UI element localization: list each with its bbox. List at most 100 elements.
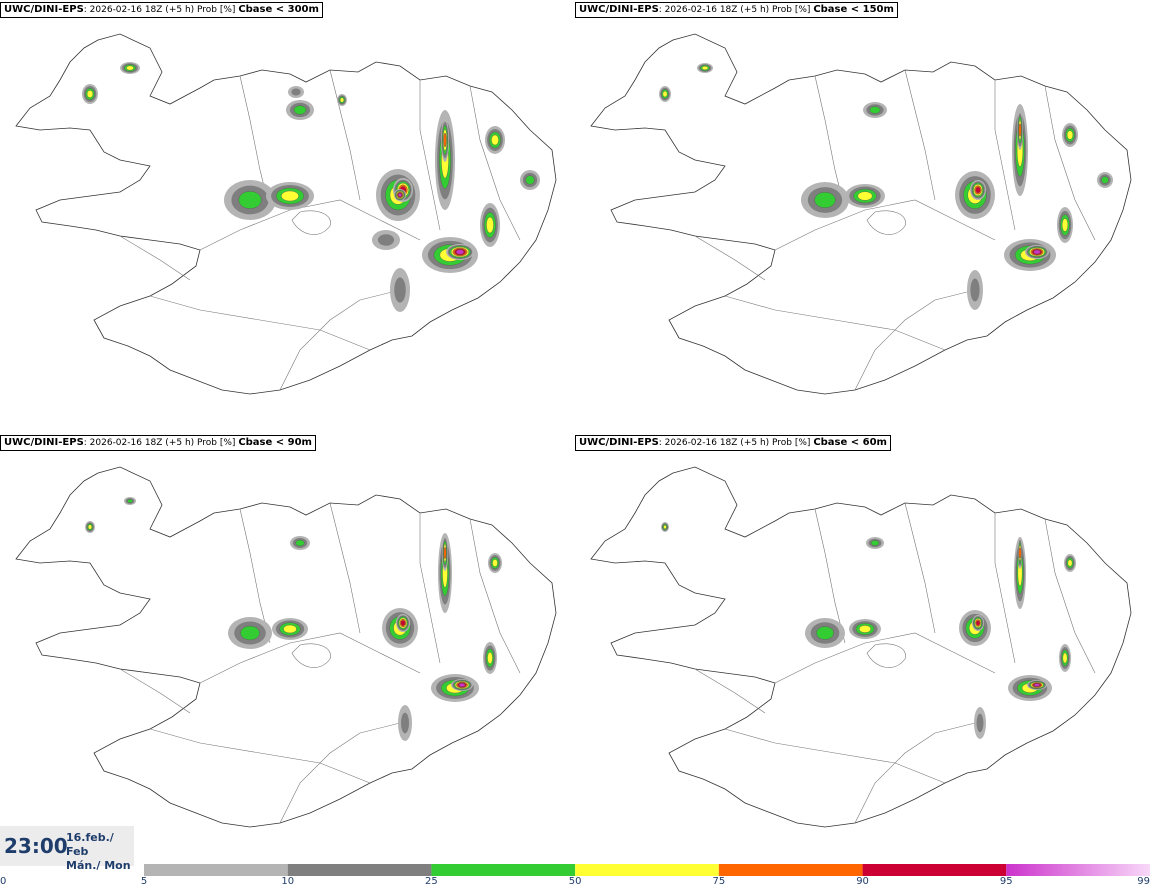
probability-area: [663, 524, 667, 530]
probability-area: [492, 559, 498, 567]
region-boundary: [149, 728, 371, 784]
probability-area: [1033, 249, 1041, 255]
legend-tick-label: 90: [856, 876, 869, 887]
legend-swatch: [431, 864, 576, 876]
region-boundary: [854, 289, 976, 391]
legend-tick-label: 10: [281, 876, 295, 887]
probability-area: [86, 90, 94, 98]
legend-tick-label: 0: [0, 876, 7, 887]
region-boundary: [469, 85, 521, 241]
panel-title: UWC/DINI-EPS: 2026-02-16 18Z (+5 h) Prob…: [575, 435, 891, 451]
region-boundary: [1044, 518, 1096, 674]
region-boundary: [419, 80, 441, 231]
legend-tick-label: 25: [425, 876, 438, 887]
legend-swatch: [718, 864, 863, 876]
region-boundary: [119, 668, 191, 714]
legend-swatch: [1006, 864, 1150, 876]
probability-area: [491, 134, 499, 146]
probability-area: [970, 278, 980, 302]
region-boundary: [774, 199, 996, 251]
probability-area: [1066, 130, 1074, 140]
valid-day-line: Mán./ Mon: [66, 859, 131, 872]
legend-bar: [144, 864, 1150, 876]
probability-area: [281, 190, 299, 202]
coastline: [590, 33, 1132, 395]
region-boundary: [694, 235, 766, 281]
map-panel-300m: UWC/DINI-EPS: 2026-02-16 18Z (+5 h) Prob…: [0, 0, 575, 430]
legend-swatch: [575, 864, 719, 876]
valid-time-date: 16.feb./ Feb Mán./ Mon: [66, 831, 134, 873]
region-boundary: [469, 518, 521, 674]
region-boundary: [279, 289, 401, 391]
iceland-map: [590, 466, 1132, 828]
probability-area: [1018, 123, 1022, 137]
probability-area: [976, 620, 980, 626]
legend-tick-label: 95: [999, 876, 1013, 887]
probability-area: [339, 97, 345, 103]
region-boundary: [994, 513, 1016, 664]
region-boundary: [904, 69, 936, 201]
probability-area: [814, 191, 836, 208]
probability-area: [291, 88, 301, 96]
panel-title: UWC/DINI-EPS: 2026-02-16 18Z (+5 h) Prob…: [0, 435, 316, 451]
legend-swatch: [287, 864, 432, 876]
region-boundary: [724, 295, 946, 351]
probability-area: [394, 277, 406, 303]
probability-area: [1101, 176, 1109, 184]
probability-area: [525, 175, 535, 185]
legend-tick-label: 75: [712, 876, 726, 887]
probability-area: [87, 524, 93, 530]
color-legend: [0, 862, 1150, 891]
iceland-map: [15, 33, 557, 395]
region-boundary: [904, 502, 936, 634]
legend-tick-label: 50: [568, 876, 582, 887]
region-boundary: [994, 80, 1016, 231]
probability-area: [1062, 652, 1068, 664]
probability-area: [1034, 683, 1040, 687]
region-boundary: [694, 668, 766, 714]
map-panel-90m: UWC/DINI-EPS: 2026-02-16 18Z (+5 h) Prob…: [0, 433, 575, 863]
coastline: [590, 466, 1132, 828]
coastline: [15, 466, 557, 828]
probability-area: [127, 499, 133, 503]
region-boundary: [199, 199, 421, 251]
probability-area: [1067, 559, 1073, 567]
probability-area: [870, 540, 880, 546]
probability-area: [240, 625, 260, 641]
iceland-map: [590, 33, 1132, 395]
region-boundary: [119, 235, 191, 281]
probability-area: [487, 651, 493, 664]
probability-area: [400, 620, 406, 626]
legend-tick-label: 5: [140, 876, 148, 887]
region-boundary: [419, 513, 441, 664]
probability-area: [975, 186, 981, 194]
probability-area: [857, 191, 873, 201]
map-panel-150m: UWC/DINI-EPS: 2026-02-16 18Z (+5 h) Prob…: [575, 0, 1150, 430]
region-boundary: [1044, 85, 1096, 241]
probability-area: [456, 249, 465, 255]
panel-title: UWC/DINI-EPS: 2026-02-16 18Z (+5 h) Prob…: [575, 2, 898, 18]
valid-time-clock: 23:00: [4, 834, 68, 858]
region-boundary: [149, 295, 371, 351]
valid-time-box: 23:00 16.feb./ Feb Mán./ Mon: [0, 826, 134, 872]
region-boundary: [329, 502, 361, 634]
region-boundary: [329, 69, 361, 201]
probability-area: [377, 234, 395, 246]
region-boundary: [724, 728, 946, 784]
legend-swatch: [144, 864, 288, 876]
legend-swatch: [862, 864, 1007, 876]
probability-area: [458, 683, 466, 687]
probability-area: [976, 713, 984, 733]
probability-area: [662, 90, 668, 98]
probability-area: [283, 624, 297, 634]
region-boundary: [774, 632, 996, 684]
map-panel-60m: UWC/DINI-EPS: 2026-02-16 18Z (+5 h) Prob…: [575, 433, 1150, 863]
probability-area: [486, 216, 494, 234]
probability-area: [238, 191, 262, 209]
region-boundary: [814, 508, 846, 644]
region-boundary: [279, 722, 401, 824]
legend-tick-label: 99: [1137, 876, 1150, 887]
probability-area: [443, 132, 447, 148]
probability-area: [869, 106, 881, 114]
probability-area: [126, 65, 134, 71]
